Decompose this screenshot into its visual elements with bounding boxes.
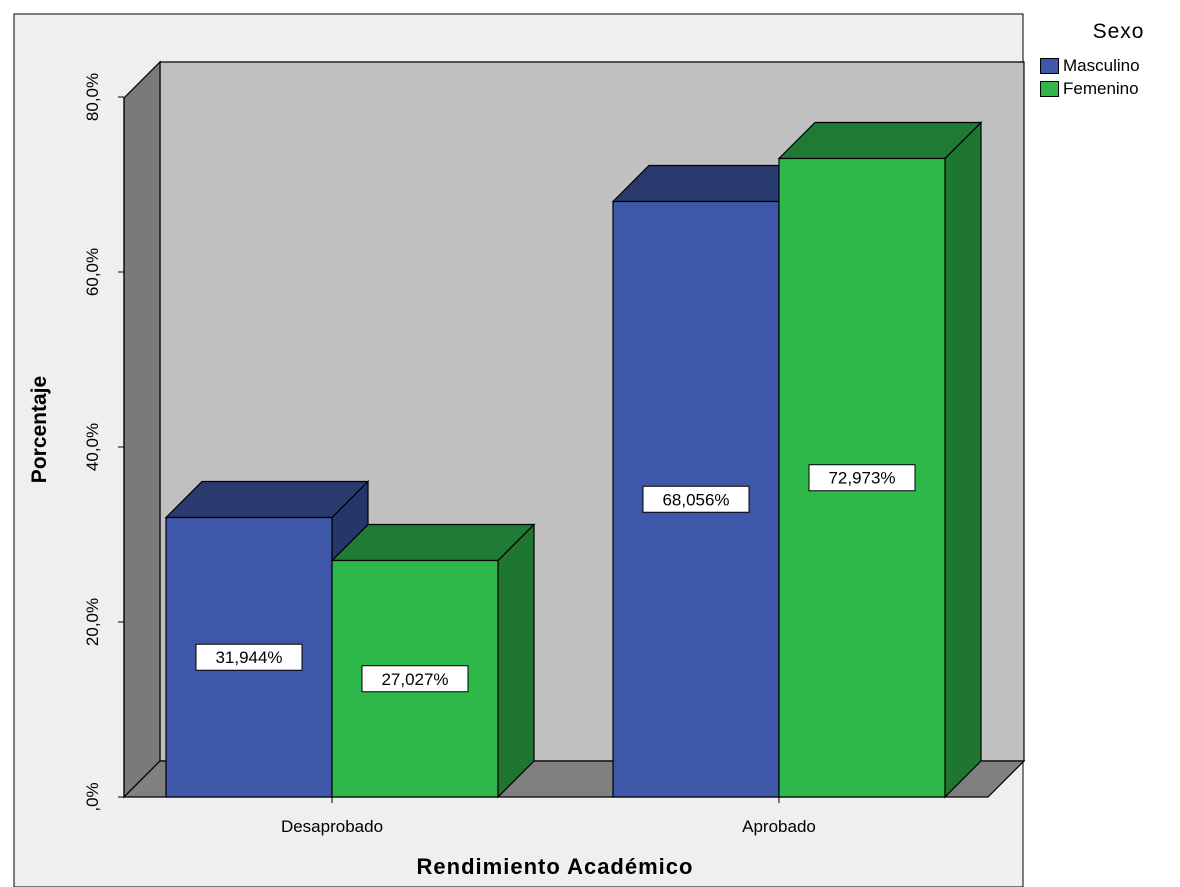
data-label-box xyxy=(361,665,469,693)
y-axis-label: Porcentaje xyxy=(28,376,51,483)
legend-item-femenino: Femenino xyxy=(1040,77,1175,100)
x-tick-label: Aprobado xyxy=(742,817,816,836)
legend-swatch-masculino xyxy=(1040,57,1059,74)
y-tick-label: ,0% xyxy=(83,782,102,811)
bar-side xyxy=(944,121,982,799)
y-tick-label: 20,0% xyxy=(83,598,102,646)
bar-top xyxy=(330,523,536,562)
y-tick-label: 80,0% xyxy=(83,73,102,121)
legend-label-masculino: Masculino xyxy=(1063,55,1140,75)
legend-item-masculino: Masculino xyxy=(1040,54,1175,77)
legend-swatch-femenino xyxy=(1040,80,1059,97)
bar-top xyxy=(777,121,983,160)
legend-title: Sexo xyxy=(1092,20,1145,43)
y-tick-label: 40,0% xyxy=(83,423,102,471)
x-tick-label: Desaprobado xyxy=(281,817,383,836)
data-label: 31,944% xyxy=(215,648,282,667)
data-label-box xyxy=(195,643,303,671)
legend: Sexo Masculino Femenino xyxy=(1040,20,1175,100)
bar-side xyxy=(497,523,535,799)
x-axis-label: Rendimiento Académico xyxy=(417,854,694,879)
data-label: 72,973% xyxy=(828,469,895,488)
y-tick-label: 60,0% xyxy=(83,248,102,296)
data-label-box xyxy=(808,464,916,492)
data-label: 68,056% xyxy=(662,490,729,509)
legend-label-femenino: Femenino xyxy=(1063,78,1139,98)
data-label-box xyxy=(642,485,750,513)
plot-side-wall xyxy=(123,60,161,799)
bar-top xyxy=(164,480,370,519)
data-label: 27,027% xyxy=(381,670,448,689)
